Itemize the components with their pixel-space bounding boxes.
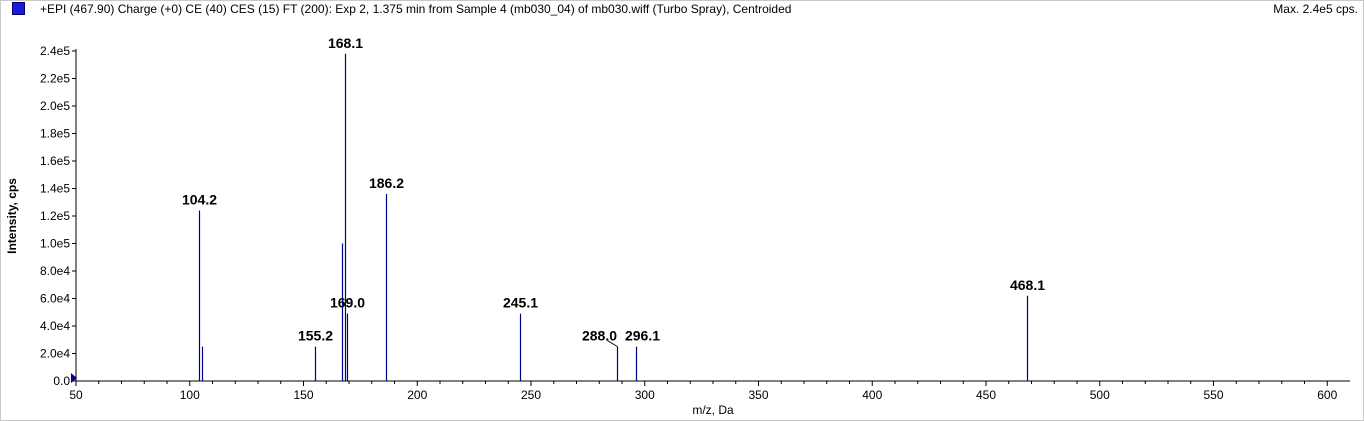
peak-label: 245.1 [503, 295, 538, 311]
peak-label: 288.0 [582, 328, 617, 344]
x-tick-label: 200 [407, 388, 427, 402]
peak-label: 155.2 [298, 328, 333, 344]
peak-label: 168.1 [328, 35, 363, 51]
x-tick-label: 100 [180, 388, 200, 402]
x-tick-label: 400 [862, 388, 882, 402]
x-tick-label: 600 [1317, 388, 1337, 402]
y-tick-label: 2.0e4 [40, 347, 70, 361]
x-tick-label: 350 [748, 388, 768, 402]
y-tick-label: 2.4e5 [40, 44, 70, 58]
chart-title: +EPI (467.90) Charge (+0) CE (40) CES (1… [40, 2, 792, 16]
y-tick-label: 1.4e5 [40, 182, 70, 196]
axes [75, 49, 1350, 382]
x-tick-label: 500 [1090, 388, 1110, 402]
x-tick-label: 250 [521, 388, 541, 402]
y-tick-label: 6.0e4 [40, 292, 70, 306]
y-tick-label: 2.2e5 [40, 72, 70, 86]
peak-label: 186.2 [369, 175, 404, 191]
y-tick-label: 4.0e4 [40, 319, 70, 333]
peaks [198, 53, 1029, 381]
x-tick-label: 150 [293, 388, 313, 402]
y-tick-label: 1.8e5 [40, 127, 70, 141]
x-axis-ticks: 50 100 150 200 250 300 350 400 450 500 550 600 [69, 381, 1338, 402]
y-tick-label: 0.0 [53, 374, 70, 388]
series-legend-swatch[interactable] [12, 2, 25, 15]
y-tick-label: 2.0e5 [40, 99, 70, 113]
peak-label: 104.2 [182, 192, 217, 208]
peak-labels: 104.2 155.2 168.1 169.0 186.2 245.1 288.0 296.1… [182, 35, 1045, 348]
x-tick-label: 450 [976, 388, 996, 402]
x-tick-label: 550 [1203, 388, 1223, 402]
y-tick-label: 8.0e4 [40, 264, 70, 278]
y-tick-label: 1.2e5 [40, 209, 70, 223]
y-tick-label: 1.0e5 [40, 237, 70, 251]
x-tick-label: 300 [635, 388, 655, 402]
peak-label-leader [607, 340, 618, 348]
y-axis-ticks: 0.0 2.0e4 4.0e4 6.0e4 8.0e4 1.0e5 1.2e5 1.4e5 1.… [40, 44, 76, 388]
y-tick-label: 1.6e5 [40, 154, 70, 168]
y-axis-label: Intensity, cps [5, 178, 19, 254]
peak-label: 468.1 [1010, 277, 1045, 293]
peak-label: 296.1 [625, 328, 660, 344]
x-axis-label: m/z, Da [692, 403, 734, 417]
cursor-marker-icon[interactable] [71, 373, 77, 383]
x-tick-label: 50 [69, 388, 83, 402]
max-intensity-label: Max. 2.4e5 cps. [1273, 2, 1358, 16]
peak-label: 169.0 [330, 295, 365, 311]
